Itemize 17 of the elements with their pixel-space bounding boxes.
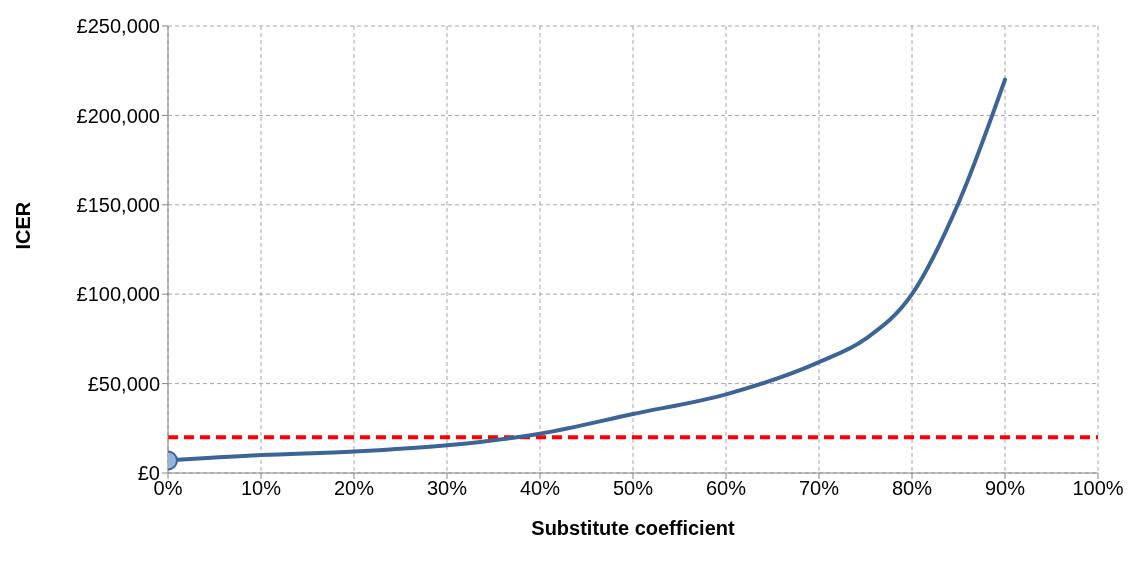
x-tick-label: 20% — [333, 477, 375, 500]
x-tick-label: 70% — [798, 477, 840, 500]
y-tick-label: £200,000 — [76, 104, 160, 127]
x-tick-label: 60% — [705, 477, 747, 500]
x-tick-label: 100% — [1072, 477, 1124, 500]
y-tick-label: £50,000 — [87, 372, 160, 395]
x-tick-label: 30% — [426, 477, 468, 500]
y-tick-label: £150,000 — [76, 193, 160, 216]
x-tick-label: 90% — [984, 477, 1026, 500]
x-tick-label: 40% — [519, 477, 561, 500]
y-tick-label: £100,000 — [76, 283, 160, 306]
x-tick-label: 80% — [891, 477, 933, 500]
x-tick-label: 10% — [240, 477, 282, 500]
x-axis-title: Substitute coefficient — [531, 517, 736, 539]
y-axis-title: ICER — [12, 201, 35, 250]
y-tick-label: £250,000 — [76, 15, 160, 38]
x-tick-label: 50% — [612, 477, 654, 500]
